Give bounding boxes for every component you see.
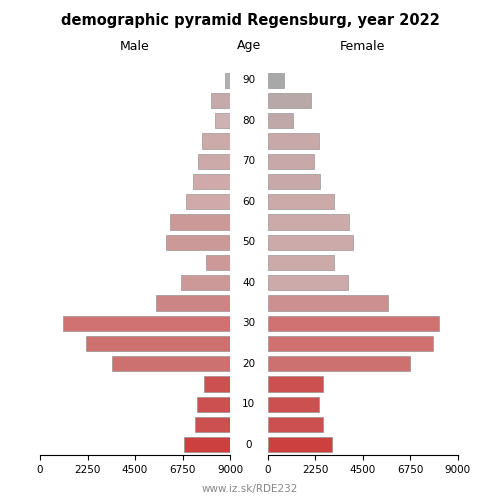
Bar [268,174,320,189]
Text: www.iz.sk/RDE232: www.iz.sk/RDE232 [202,484,298,494]
Bar [268,234,353,250]
Text: 20: 20 [242,359,256,369]
Bar [112,356,230,372]
Text: Male: Male [120,40,150,52]
Bar [268,154,314,169]
Text: 60: 60 [242,196,256,206]
Bar [86,336,230,351]
Bar [206,255,230,270]
Bar [268,113,293,128]
Bar [268,417,324,432]
Bar [63,316,230,331]
Text: 30: 30 [242,318,256,328]
Text: 0: 0 [246,440,252,450]
Bar [268,194,334,210]
Bar [211,93,230,108]
Bar [268,396,319,412]
Bar [268,255,334,270]
Bar [268,72,284,88]
Bar [268,93,311,108]
Bar [184,438,230,452]
Bar [170,214,230,230]
Bar [195,417,230,432]
Bar [268,356,410,372]
Bar [268,376,324,392]
Bar [156,296,230,310]
Text: 90: 90 [242,75,256,85]
Text: demographic pyramid Regensburg, year 2022: demographic pyramid Regensburg, year 202… [60,12,440,28]
Bar [268,438,332,452]
Bar [268,214,349,230]
Text: 10: 10 [242,400,256,409]
Bar [198,396,230,412]
Bar [224,72,230,88]
Bar [215,113,230,128]
Text: 40: 40 [242,278,256,288]
Text: 50: 50 [242,237,256,247]
Bar [166,234,230,250]
Bar [204,376,230,392]
Text: 80: 80 [242,116,256,126]
Bar [198,154,230,169]
Bar [268,134,319,148]
Bar [193,174,230,189]
Bar [268,336,433,351]
Text: 70: 70 [242,156,256,166]
Bar [268,296,388,310]
Bar [268,316,438,331]
Text: Female: Female [340,40,385,52]
Text: Age: Age [236,40,261,52]
Bar [202,134,230,148]
Bar [186,194,230,210]
Bar [268,275,347,290]
Bar [182,275,230,290]
